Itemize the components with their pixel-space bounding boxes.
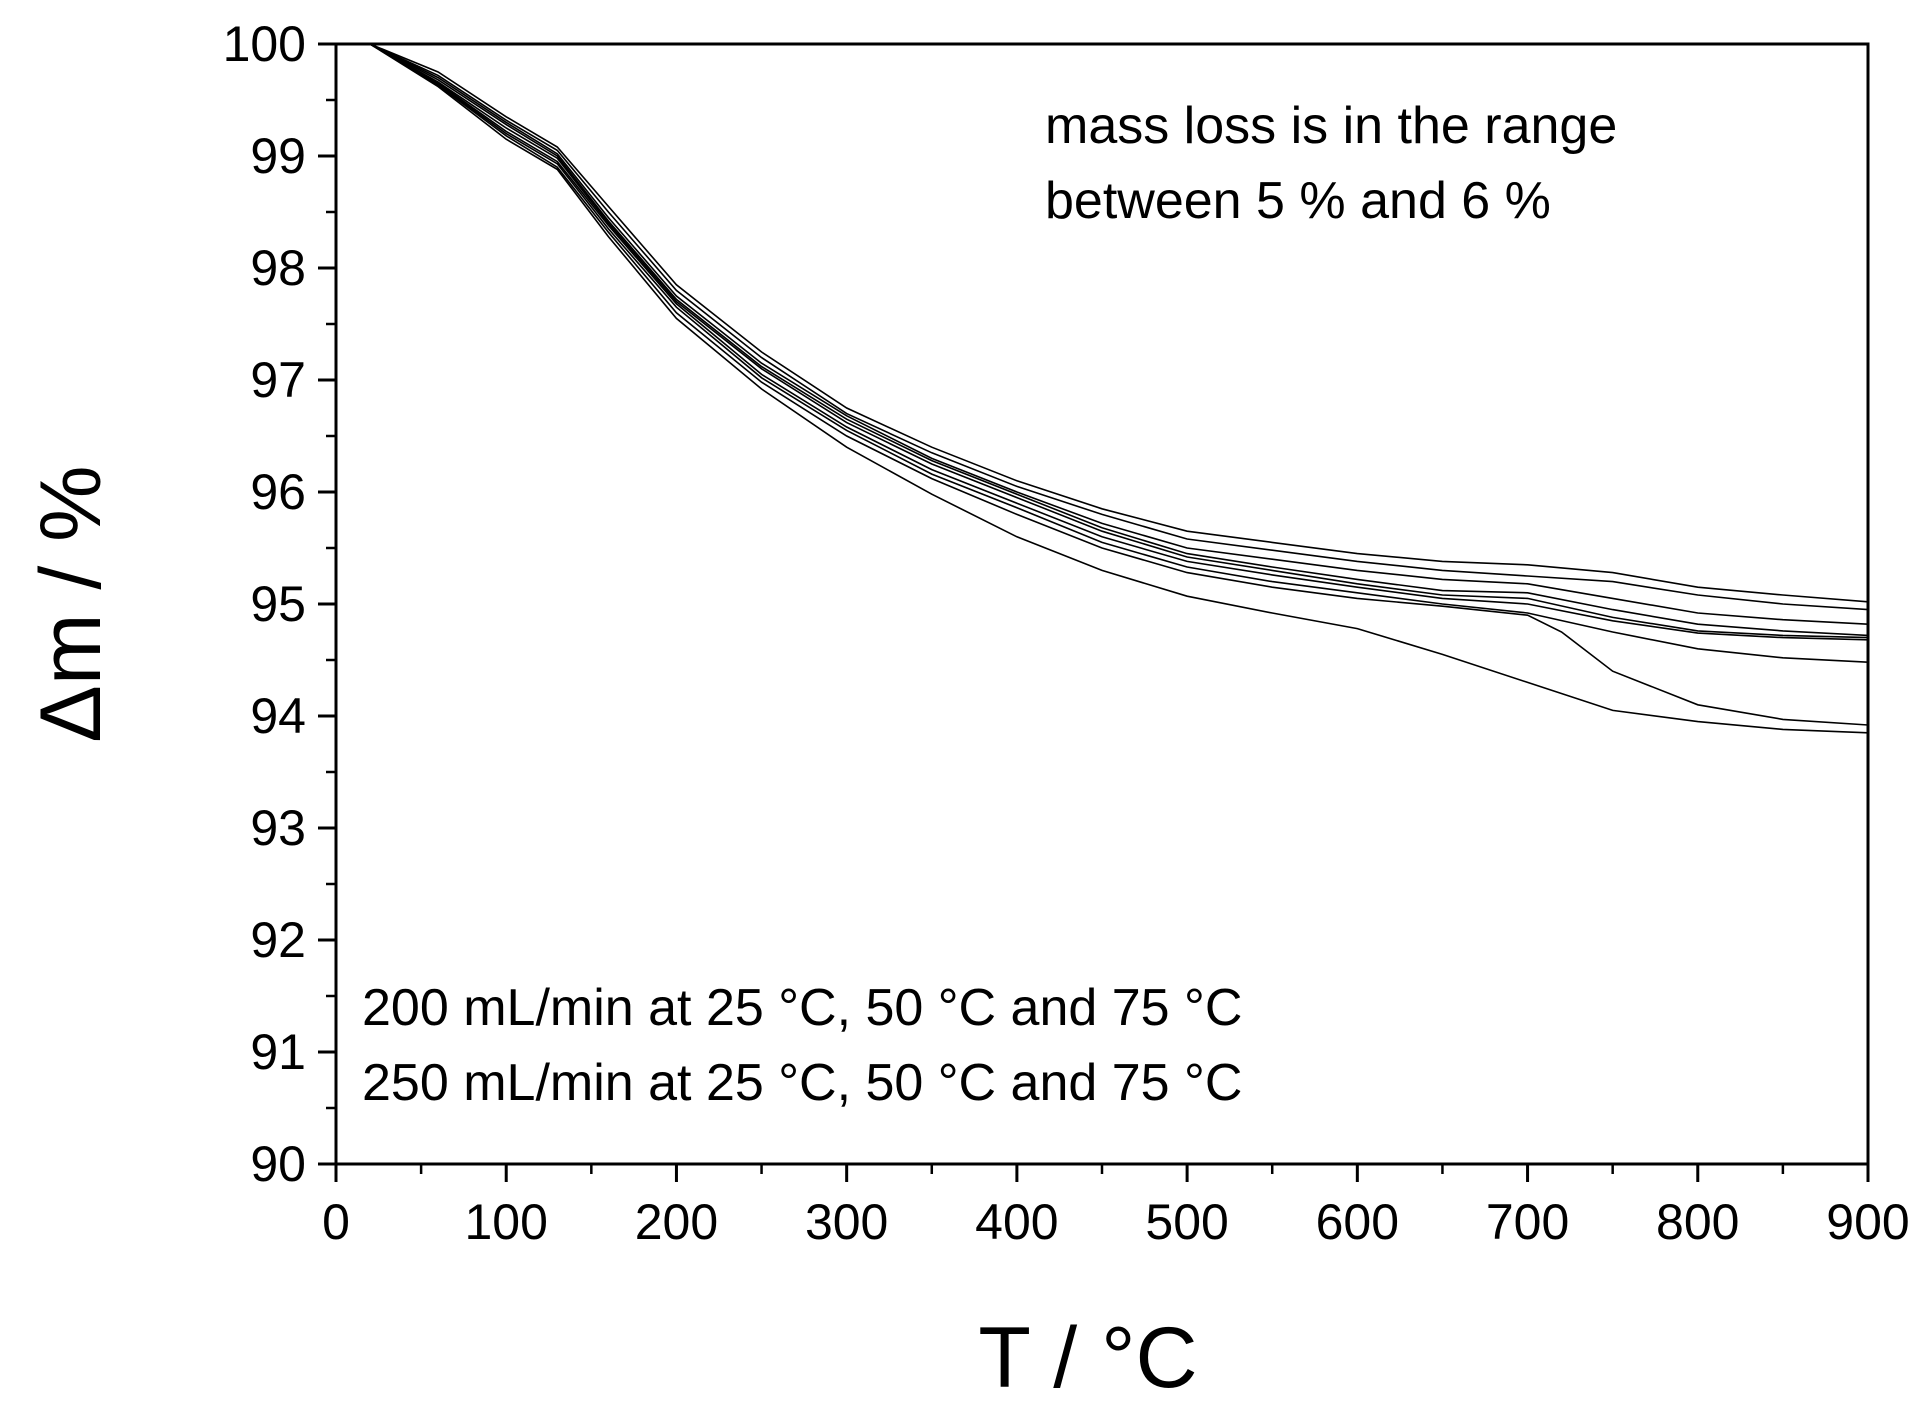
series-line-8 [369,43,1869,726]
y-tick-label: 98 [250,240,306,296]
x-axis-title: T / °C [978,1310,1197,1406]
x-tick-label: 400 [975,1194,1058,1250]
x-tick-label: 900 [1826,1194,1909,1250]
x-tick-label: 300 [805,1194,888,1250]
x-tick-label: 700 [1486,1194,1569,1250]
y-tick-label: 95 [250,576,306,632]
y-tick-label: 94 [250,688,306,744]
y-tick-label: 90 [250,1136,306,1192]
y-tick-label: 99 [250,128,306,184]
x-tick-label: 0 [322,1194,350,1250]
x-tick-label: 600 [1316,1194,1399,1250]
y-axis-ticks: 90 91 92 93 94 95 96 97 98 99 100 [223,16,336,1192]
annotation-bottom-line-2: 250 mL/min at 25 °C, 50 °C and 75 °C [362,1054,1242,1112]
series-line-1 [369,43,1869,603]
curves [369,43,1869,734]
series-line-7 [369,43,1869,663]
y-tick-label: 100 [223,16,306,72]
y-tick-label: 96 [250,464,306,520]
y-tick-label: 91 [250,1024,306,1080]
series-line-6 [369,43,1869,641]
x-tick-label: 500 [1145,1194,1228,1250]
x-axis-ticks: 0 100 200 300 400 500 600 700 800 900 [322,1164,1910,1250]
y-tick-label: 97 [250,352,306,408]
series-line-5 [369,43,1869,639]
series-line-4 [369,43,1869,637]
y-tick-label: 93 [250,800,306,856]
annotation-top-line-1: mass loss is in the range [1045,97,1617,155]
series-line-2 [369,43,1869,611]
x-tick-label: 200 [635,1194,718,1250]
series-line-3 [369,43,1869,625]
y-tick-label: 92 [250,912,306,968]
y-axis-title: Δm / % [23,465,119,742]
annotation-bottom-line-1: 200 mL/min at 25 °C, 50 °C and 75 °C [362,979,1242,1037]
series-line-9 [369,43,1869,734]
x-tick-label: 100 [465,1194,548,1250]
x-tick-label: 800 [1656,1194,1739,1250]
annotation-top-line-2: between 5 % and 6 % [1045,172,1551,230]
